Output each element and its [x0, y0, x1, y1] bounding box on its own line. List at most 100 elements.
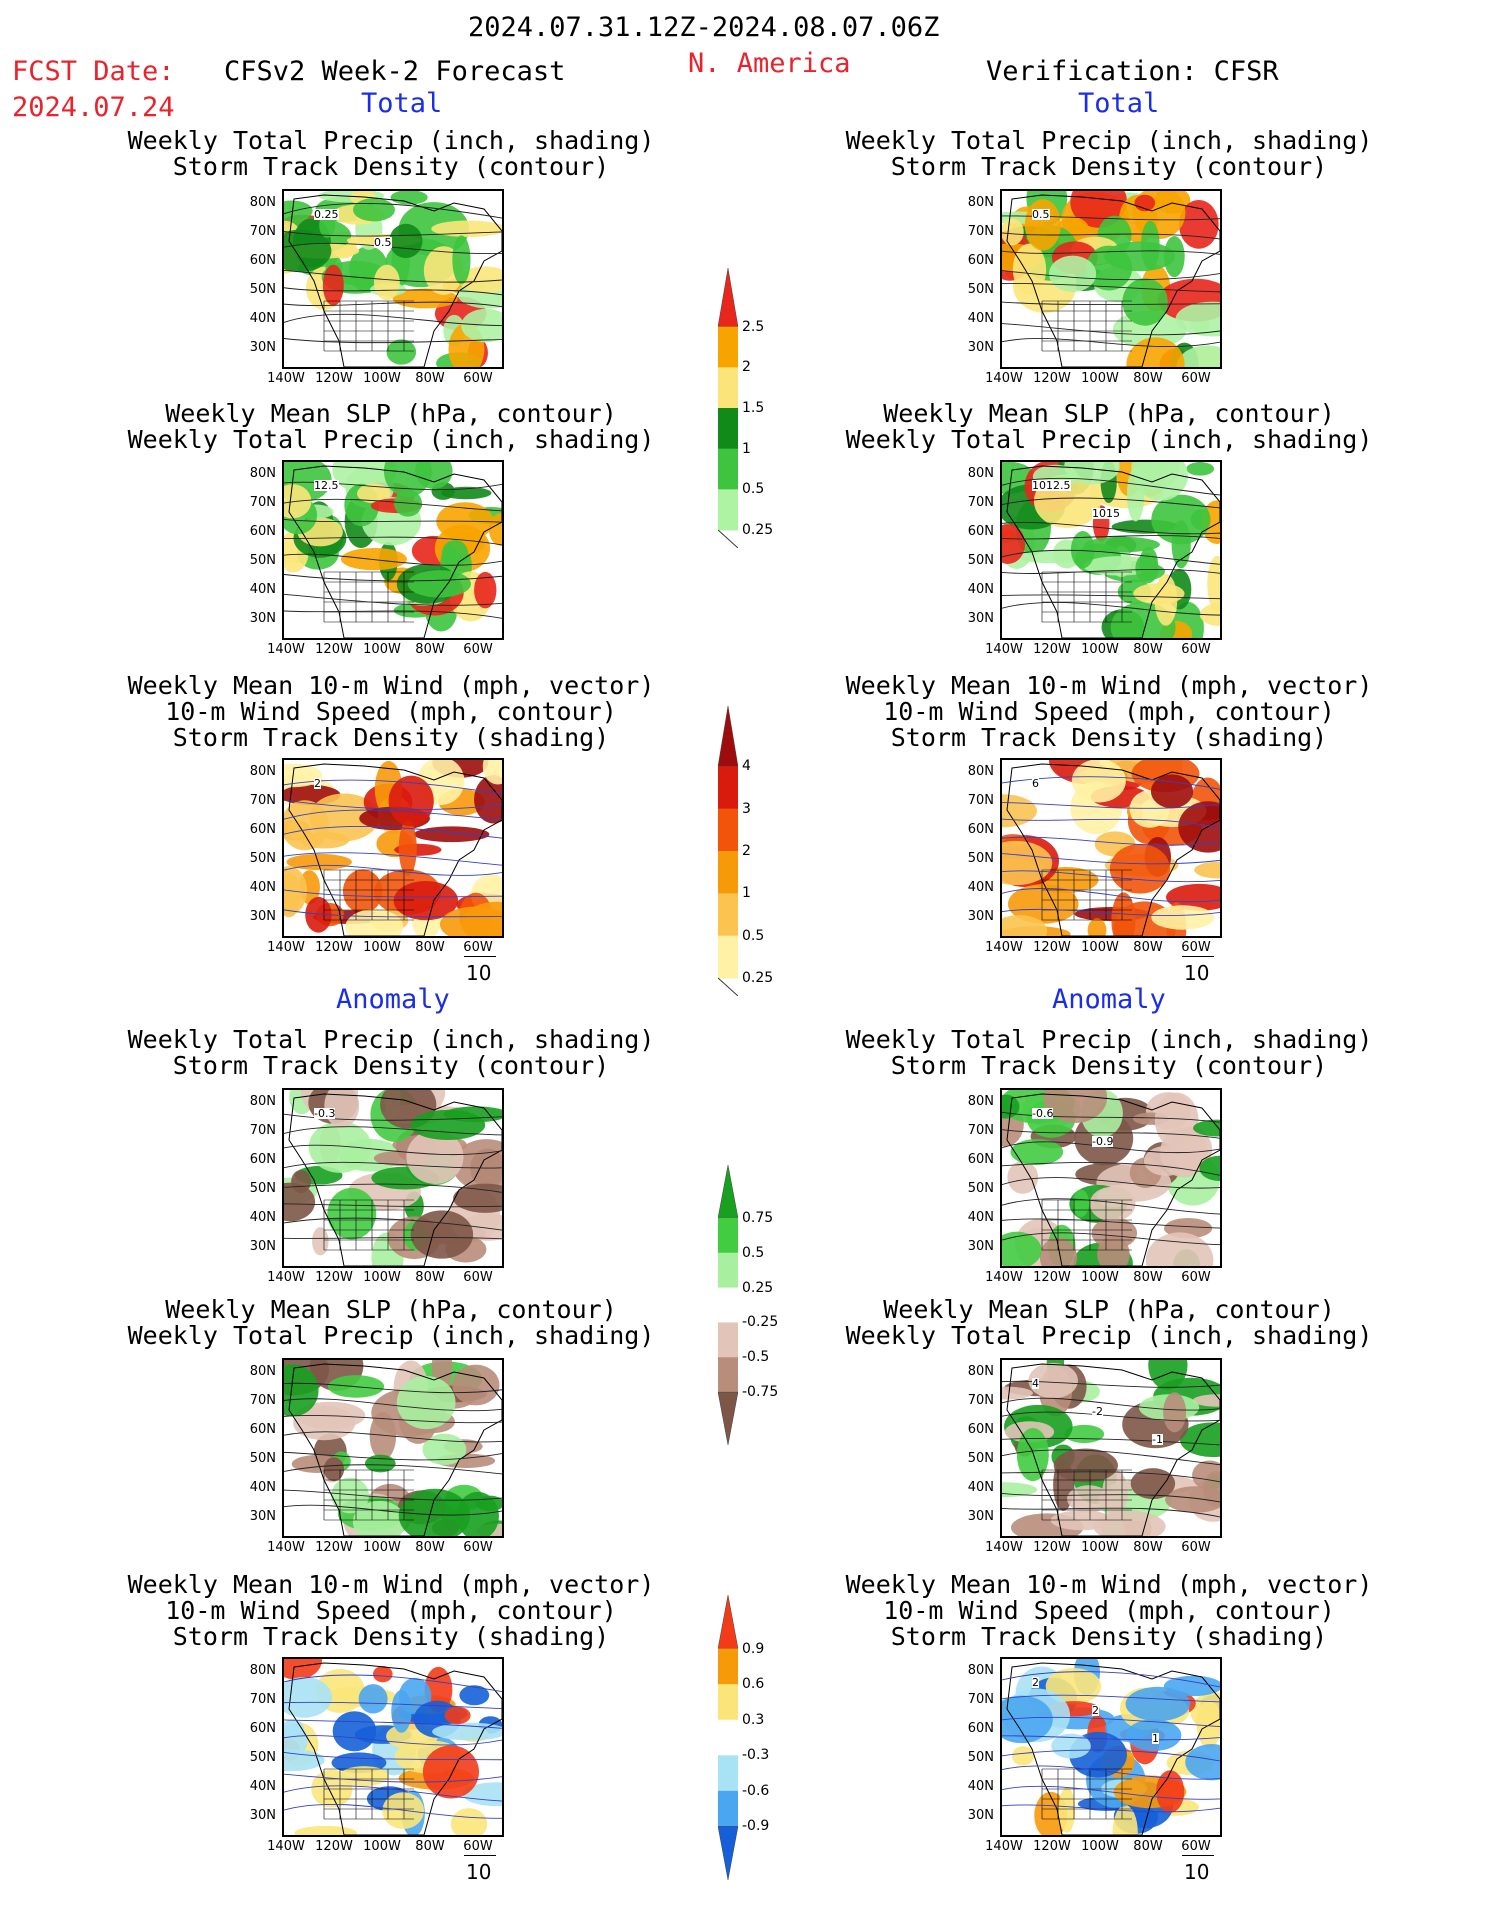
lat-tick-label: 60N [249, 253, 276, 268]
vector-reference: 10 [462, 1855, 496, 1884]
panel-forecast-5-map [282, 1358, 504, 1538]
colorbar-storm_anom-swatch [718, 1684, 738, 1721]
vector-reference-label: 10 [466, 961, 492, 985]
lon-tick-label: 100W [1081, 940, 1119, 955]
colorbar-tick-label: 0.25 [742, 1279, 774, 1296]
contour-label: 2 [1032, 1676, 1039, 1689]
lon-tick-label: 100W [363, 1540, 401, 1555]
panel-verif-4-title-line-2: Storm Track Density (contour) [890, 1051, 1328, 1080]
lon-tick-label: 120W [315, 1540, 353, 1555]
panel-forecast-4-title-line-2: Storm Track Density (contour) [172, 1051, 610, 1080]
panel-forecast-1-map-graphic [284, 191, 502, 367]
panel-verif-1-map-graphic [1002, 191, 1220, 367]
lat-tick-label: 80N [967, 466, 994, 481]
panel-forecast-4-map: -0.3 [282, 1088, 504, 1268]
vector-reference: 10 [1180, 1855, 1214, 1884]
colorbar-precip_anom-swatch [717, 1391, 739, 1446]
lat-tick-label: 50N [967, 1750, 994, 1765]
lon-tick-label: 120W [1033, 1540, 1071, 1555]
lon-tick-label: 120W [315, 642, 353, 657]
colorbar-storm_anom-swatch [717, 1594, 739, 1649]
lat-tick-label: 70N [967, 1123, 994, 1138]
lat-tick-label: 60N [967, 822, 994, 837]
lat-tick-label: 80N [249, 466, 276, 481]
lat-tick-label: 80N [249, 1663, 276, 1678]
lon-tick-label: 120W [1033, 1270, 1071, 1285]
contour-label: 1 [1152, 1732, 1159, 1745]
region-title: N. America [688, 48, 851, 79]
colorbar-precip_total [717, 267, 739, 552]
colorbar-precip_total-graphic [717, 267, 739, 549]
lat-tick-label: 30N [249, 1509, 276, 1524]
vector-reference-arrow [1182, 956, 1214, 957]
panel-forecast-3-title-line-2: 10-m Wind Speed (mph, contour) [165, 697, 617, 726]
lat-tick-label: 60N [967, 524, 994, 539]
colorbar-storm_total-swatch [718, 851, 738, 894]
model-title: CFSv2 Week-2 Forecast [224, 56, 566, 87]
panel-verif-3-title-line-2: 10-m Wind Speed (mph, contour) [883, 697, 1335, 726]
colorbar-tick-label: -0.5 [742, 1349, 770, 1366]
lat-tick-label: 40N [967, 880, 994, 895]
lon-tick-label: 60W [463, 371, 493, 386]
vector-reference: 10 [462, 956, 496, 985]
lat-tick-label: 50N [249, 1181, 276, 1196]
contour-label: -0.6 [1032, 1107, 1054, 1120]
panel-verif-1-map: 0.5 [1000, 189, 1222, 369]
lon-tick-label: 60W [1181, 940, 1211, 955]
colorbar-storm_total-swatch [718, 808, 738, 852]
lat-tick-label: 40N [249, 880, 276, 895]
panel-forecast-5-title-line-2: Weekly Total Precip (inch, shading) [127, 1321, 655, 1350]
lon-tick-label: 80W [415, 1540, 445, 1555]
lat-tick-label: 50N [967, 1181, 994, 1196]
panel-verif-6-map-graphic [1002, 1659, 1220, 1835]
lon-tick-label: 60W [1181, 1839, 1211, 1854]
panel-verif-1-title-line-2: Storm Track Density (contour) [890, 152, 1328, 181]
vector-reference-label: 10 [1184, 961, 1210, 985]
contour-label: 2 [314, 777, 321, 790]
lat-tick-label: 70N [249, 793, 276, 808]
lon-tick-label: 60W [463, 1839, 493, 1854]
vector-reference-arrow [1182, 1855, 1214, 1856]
contour-label: -0.9 [1092, 1135, 1114, 1148]
lat-tick-label: 80N [249, 764, 276, 779]
colorbar-precip_anom-swatch [718, 1322, 738, 1358]
lat-tick-label: 70N [249, 1393, 276, 1408]
lon-tick-label: 100W [1081, 1270, 1119, 1285]
colorbar-tick-label: 0.25 [742, 522, 774, 538]
colorbar-tick-label: 0.75 [742, 1209, 774, 1226]
colorbar-tick-label: 2.5 [742, 318, 765, 335]
vector-reference-arrow [464, 1855, 496, 1856]
panel-verif-6-map: 2 2 1 [1000, 1657, 1222, 1837]
lon-tick-label: 100W [1081, 1540, 1119, 1555]
panel-forecast-6-title-line-3: Storm Track Density (shading) [172, 1622, 610, 1651]
colorbar-tick-label: 1 [742, 885, 751, 902]
panel-verif-3-title-line-3: Storm Track Density (shading) [890, 723, 1328, 752]
lat-tick-label: 30N [967, 1239, 994, 1254]
lon-tick-label: 80W [415, 642, 445, 657]
colorbar-storm_total-swatch [718, 935, 738, 979]
vector-reference-label: 10 [466, 1860, 492, 1884]
lon-tick-label: 80W [1133, 642, 1163, 657]
lon-tick-label: 100W [363, 642, 401, 657]
panel-forecast-1-map: 0.25 0.5 [282, 189, 504, 369]
colorbar-precip_anom-swatch [718, 1357, 738, 1393]
colorbar-tick-label: 0.25 [742, 970, 774, 986]
contour-label: -2 [1092, 1405, 1103, 1418]
contour-label: 12.5 [314, 479, 339, 492]
lon-tick-label: 60W [1181, 371, 1211, 386]
panel-verif-2-map: 1012.5 1015 [1000, 460, 1222, 640]
contour-label: -0.3 [314, 1107, 336, 1120]
panel-forecast-3-map: 2 [282, 758, 504, 938]
lon-tick-label: 100W [363, 1839, 401, 1854]
lon-tick-label: 80W [1133, 1540, 1163, 1555]
lat-tick-label: 30N [967, 1808, 994, 1823]
panel-verif-6-title-line-3: Storm Track Density (shading) [890, 1622, 1328, 1651]
colorbar-storm_total-graphic [717, 705, 739, 997]
colorbar-storm_total-swatch [718, 893, 738, 937]
lat-tick-label: 30N [249, 1808, 276, 1823]
panel-verif-6-title-line-2: 10-m Wind Speed (mph, contour) [883, 1596, 1335, 1625]
lat-tick-label: 50N [249, 1750, 276, 1765]
lon-tick-label: 140W [267, 1540, 305, 1555]
colorbar-tick-label: 1 [742, 440, 751, 457]
panel-forecast-6-title-line-1: Weekly Mean 10-m Wind (mph, vector) [127, 1570, 655, 1599]
